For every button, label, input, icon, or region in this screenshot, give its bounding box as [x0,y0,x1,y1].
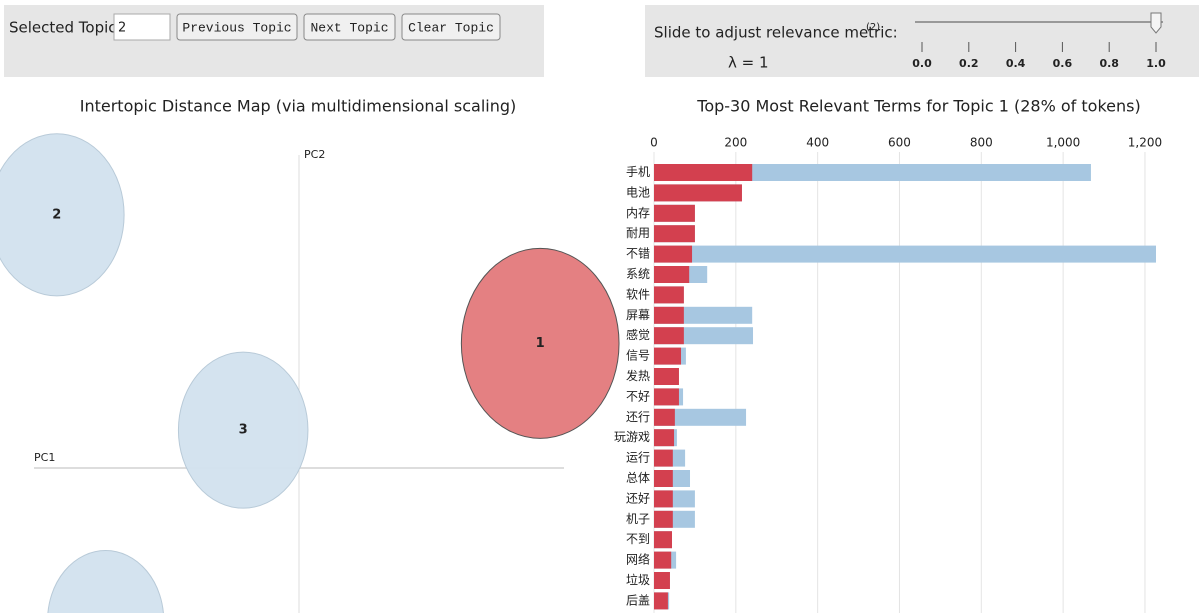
topic-circle[interactable] [460,247,620,439]
term-label: 电池 [626,185,650,199]
term-label: 信号 [626,349,650,363]
bar[interactable] [654,449,673,467]
term-label: 不好 [626,389,650,403]
term-label: 玩游戏 [614,430,650,444]
x-tick-label: 400 [806,136,829,150]
relevance-label: Slide to adjust relevance metric: [654,24,898,42]
term-label: 系统 [626,267,650,281]
slider-tick-label: 1.0 [1146,57,1166,70]
button-label[interactable]: Next Topic [310,20,388,35]
slider-tick-label: 0.4 [1006,57,1026,70]
bar[interactable] [654,572,670,589]
term-label: 还行 [626,410,650,424]
term-label: 软件 [626,287,650,301]
bar[interactable] [654,327,684,345]
term-label: 耐用 [626,226,650,240]
term-label: 发热 [626,368,650,383]
term-label: 感觉 [626,327,650,342]
topic-circle[interactable] [177,351,309,509]
bar[interactable] [654,306,684,324]
term-label: 手机 [626,165,650,179]
relevance-panel [645,5,1199,77]
term-label: 屏幕 [626,308,650,322]
bar[interactable] [654,266,690,283]
slider-tick-label: 0.6 [1053,57,1073,70]
slider-handle[interactable] [1150,12,1162,34]
bar[interactable] [654,245,1156,263]
bar[interactable] [654,592,668,610]
buttons: Previous Topic Next Topic Clear Topic [176,13,501,41]
slider-tick-label: 0.0 [912,57,932,70]
term-label: 后盖 [626,593,650,607]
term-label: 垃圾 [626,572,650,587]
bar[interactable] [654,551,672,569]
axis-label: PC1 [34,451,55,464]
button-label[interactable]: Clear Topic [408,20,494,35]
bar[interactable] [654,368,679,385]
selected-topic-label: Selected Topic: [9,19,122,37]
term-label: 运行 [626,451,650,465]
bar[interactable] [654,408,675,426]
bar[interactable] [654,245,693,263]
topic-label: 1 [536,336,545,351]
bar[interactable] [654,429,675,447]
button[interactable] [176,13,298,41]
relevance-note: (2) [866,22,880,33]
bar[interactable] [654,184,742,202]
map-title: Intertopic Distance Map (via multidimens… [80,97,517,116]
bar[interactable] [654,388,679,406]
bar-title: Top-30 Most Relevant Terms for Topic 1 (… [696,97,1140,116]
button[interactable] [303,13,396,41]
bar[interactable] [654,225,695,243]
axis-label: PC2 [304,148,325,161]
term-label: 机子 [626,512,650,526]
bar[interactable] [654,164,753,181]
topic-label: 2 [52,207,61,222]
slider-tick-label: 0.2 [959,57,979,70]
x-tick-label: 1,200 [1128,136,1162,150]
slider-tick-label: 0.8 [1099,57,1119,70]
x-tick-label: 800 [970,136,993,150]
lambda-label: λ = 1 [728,54,769,72]
bar[interactable] [654,204,695,222]
term-label: 内存 [626,206,650,220]
term-label: 还好 [626,491,650,505]
topic-circle[interactable] [0,133,125,297]
x-tick-label: 1,000 [1046,136,1080,150]
bar[interactable] [654,347,682,365]
bar[interactable] [654,470,673,487]
term-label: 总体 [626,471,650,485]
bar[interactable] [654,164,1091,181]
button[interactable] [401,13,501,41]
term-label: 网络 [626,552,650,567]
bar[interactable] [654,408,747,426]
topic-input-value[interactable]: 2 [118,21,126,36]
topic-label: 3 [239,423,248,438]
x-tick-label: 0 [650,136,658,150]
bar[interactable] [654,490,673,508]
topic-input[interactable] [113,13,171,41]
topic-circle[interactable] [47,550,164,613]
x-tick-label: 600 [888,136,911,150]
button-label[interactable]: Previous Topic [182,20,291,35]
bar[interactable] [654,510,673,528]
bar[interactable] [654,286,684,304]
term-label: 不到 [626,532,650,546]
term-label: 不错 [626,247,650,261]
x-tick-label: 200 [724,136,747,150]
bar[interactable] [654,531,673,549]
